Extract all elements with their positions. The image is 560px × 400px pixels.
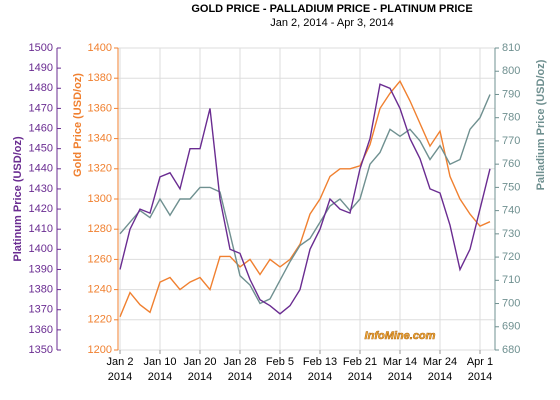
y2-tick-label: 790 <box>502 88 520 100</box>
x-tick-label: Jan 2 2014 <box>107 356 134 383</box>
chart-subtitle: Jan 2, 2014 - Apr 3, 2014 <box>270 17 394 29</box>
x-tick-label: Feb 13 2014 <box>303 356 337 383</box>
y2-tick-label: 700 <box>502 297 520 309</box>
x-tick-label: Apr 1 2014 <box>467 356 493 383</box>
y-axis-title: Gold Price (USD/oz) <box>72 73 84 177</box>
y-tick-label: 1280 <box>88 223 112 235</box>
y2-tick-label: 720 <box>502 251 520 263</box>
y3-tick-label: 1480 <box>29 82 53 94</box>
y-tick-label: 1220 <box>88 314 112 326</box>
y-tick-label: 1240 <box>88 284 112 296</box>
y3-tick-label: 1350 <box>29 344 53 356</box>
y3-tick-label: 1490 <box>29 62 53 74</box>
y-tick-label: 1260 <box>88 253 112 265</box>
y-tick-label: 1380 <box>88 72 112 84</box>
y2-tick-label: 740 <box>502 205 520 217</box>
y2-tick-label: 810 <box>502 42 520 54</box>
y3-tick-label: 1410 <box>29 223 53 235</box>
chart-title: GOLD PRICE - PALLADIUM PRICE - PLATINUM … <box>191 3 472 15</box>
y3-tick-label: 1430 <box>29 183 53 195</box>
y3-tick-label: 1470 <box>29 102 53 114</box>
y-tick-label: 1400 <box>88 42 112 54</box>
y2-tick-label: 800 <box>502 65 520 77</box>
y2-tick-label: 770 <box>502 135 520 147</box>
x-tick-label: Jan 20 2014 <box>183 356 216 383</box>
y3-axis-title: Platinum Price (USD/oz) <box>12 136 24 262</box>
y2-tick-label: 780 <box>502 112 520 124</box>
watermark: InfoMine.com <box>365 330 436 342</box>
series-line <box>119 94 491 305</box>
y-tick-label: 1320 <box>88 163 112 175</box>
x-tick-label: Jan 10 2014 <box>143 356 176 383</box>
y3-tick-label: 1420 <box>29 203 53 215</box>
x-tick-label: Mar 14 2014 <box>383 356 417 383</box>
x-tick-label: Jan 28 2014 <box>223 356 256 383</box>
y2-axis-title: Palladium Price (USD/oz) <box>535 59 547 190</box>
y3-tick-label: 1390 <box>29 263 53 275</box>
x-tick-label: Feb 5 2014 <box>266 356 294 383</box>
y-tick-label: 1200 <box>88 344 112 356</box>
y3-tick-label: 1440 <box>29 163 53 175</box>
y-tick-label: 1360 <box>88 102 112 114</box>
y3-tick-label: 1380 <box>29 284 53 296</box>
y3-tick-label: 1370 <box>29 304 53 316</box>
y3-tick-label: 1450 <box>29 143 53 155</box>
y3-tick-label: 1400 <box>29 243 53 255</box>
y3-tick-label: 1500 <box>29 42 53 54</box>
x-tick-label: Feb 21 2014 <box>343 356 377 383</box>
y-tick-label: 1340 <box>88 133 112 145</box>
series-line <box>119 83 491 315</box>
y3-tick-label: 1460 <box>29 122 53 134</box>
y2-tick-label: 680 <box>502 344 520 356</box>
y2-tick-label: 710 <box>502 274 520 286</box>
series-line <box>119 79 491 318</box>
x-tick-label: Mar 24 2014 <box>423 356 457 383</box>
y2-tick-label: 750 <box>502 181 520 193</box>
y2-tick-label: 760 <box>502 158 520 170</box>
y2-tick-label: 730 <box>502 228 520 240</box>
y3-tick-label: 1360 <box>29 324 53 336</box>
y-tick-label: 1300 <box>88 193 112 205</box>
y2-tick-label: 690 <box>502 321 520 333</box>
